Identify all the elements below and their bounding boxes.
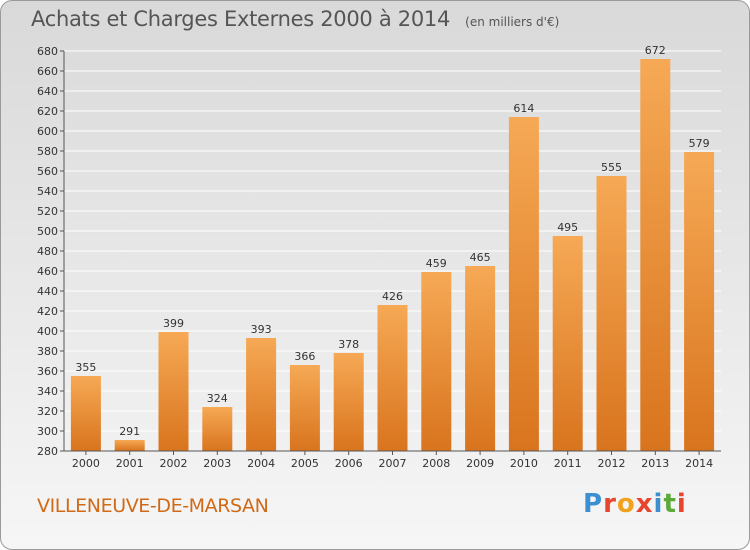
logo-letter: i — [653, 489, 664, 519]
bar-2011 — [552, 236, 583, 451]
value-label-2000: 355 — [75, 361, 96, 374]
value-label-2010: 614 — [513, 102, 534, 115]
y-tick-label: 320 — [37, 405, 58, 418]
proxiti-logo: Proxiti — [583, 489, 687, 519]
y-tick-label: 560 — [37, 165, 58, 178]
logo-letter: i — [676, 489, 687, 519]
y-tick-label: 520 — [37, 205, 58, 218]
x-tick-label-2004: 2004 — [247, 457, 275, 470]
x-tick-label-2011: 2011 — [554, 457, 582, 470]
value-label-2005: 366 — [294, 350, 315, 363]
y-tick-label: 600 — [37, 125, 58, 138]
value-label-2011: 495 — [557, 221, 578, 234]
y-tick-label: 660 — [37, 65, 58, 78]
bar-2006 — [333, 353, 364, 451]
y-tick-label: 640 — [37, 85, 58, 98]
value-label-2001: 291 — [119, 425, 140, 438]
y-tick-label: 420 — [37, 305, 58, 318]
bar-2003 — [202, 407, 233, 451]
y-tick-label: 300 — [37, 425, 58, 438]
bar-2004 — [246, 338, 277, 451]
x-tick-label-2006: 2006 — [335, 457, 363, 470]
value-label-2002: 399 — [163, 317, 184, 330]
y-tick-label: 500 — [37, 225, 58, 238]
logo-letter: o — [616, 489, 636, 519]
bar-2001 — [114, 440, 145, 451]
bar-2009 — [465, 266, 496, 451]
x-tick-label-2005: 2005 — [291, 457, 319, 470]
y-tick-label: 400 — [37, 325, 58, 338]
chart-subtitle: (en milliers d'€) — [465, 15, 560, 29]
y-tick-label: 460 — [37, 265, 58, 278]
bar-2010 — [508, 117, 539, 451]
logo-letter: P — [583, 489, 604, 519]
x-tick-label-2001: 2001 — [116, 457, 144, 470]
y-tick-label: 340 — [37, 385, 58, 398]
bar-2014 — [684, 152, 715, 451]
value-label-2014: 579 — [689, 137, 710, 150]
x-tick-label-2010: 2010 — [510, 457, 538, 470]
value-label-2003: 324 — [207, 392, 228, 405]
y-tick-label: 480 — [37, 245, 58, 258]
axes — [60, 50, 721, 455]
x-tick-label-2000: 2000 — [72, 457, 100, 470]
bar-2012 — [596, 176, 627, 451]
x-tick-label-2009: 2009 — [466, 457, 494, 470]
x-tick-label-2003: 2003 — [203, 457, 231, 470]
value-label-2007: 426 — [382, 290, 403, 303]
x-tick-label-2008: 2008 — [422, 457, 450, 470]
y-tick-label: 380 — [37, 345, 58, 358]
logo-letter: x — [635, 489, 654, 519]
bar-2013 — [640, 59, 671, 451]
labels: 280 300 320 340 360 380 400 420 440 460 480 500 520 5… — [37, 44, 713, 470]
bar-2005 — [289, 365, 320, 451]
bar-2008 — [421, 272, 452, 451]
value-label-2009: 465 — [470, 251, 491, 264]
commune-name: VILLENEUVE-DE-MARSAN — [37, 495, 269, 517]
value-label-2008: 459 — [426, 257, 447, 270]
value-label-2013: 672 — [645, 44, 666, 57]
value-label-2004: 393 — [251, 323, 272, 336]
bar-2002 — [158, 332, 189, 451]
value-label-2006: 378 — [338, 338, 359, 351]
x-tick-label-2012: 2012 — [598, 457, 626, 470]
y-tick-label: 540 — [37, 185, 58, 198]
value-label-2012: 555 — [601, 161, 622, 174]
bar-2000 — [70, 376, 101, 451]
x-tick-label-2014: 2014 — [685, 457, 713, 470]
y-tick-label: 620 — [37, 105, 58, 118]
y-tick-label: 440 — [37, 285, 58, 298]
bar-2007 — [377, 305, 408, 451]
y-tick-label: 680 — [37, 45, 58, 58]
logo-letter: t — [663, 489, 677, 519]
y-tick-label: 580 — [37, 145, 58, 158]
x-tick-label-2007: 2007 — [379, 457, 407, 470]
y-tick-label: 360 — [37, 365, 58, 378]
x-tick-label-2013: 2013 — [641, 457, 669, 470]
chart-title: Achats et Charges Externes 2000 à 2014 — [31, 7, 451, 31]
x-tick-label-2002: 2002 — [160, 457, 188, 470]
logo-letter: r — [603, 489, 617, 519]
title-row: Achats et Charges Externes 2000 à 2014 (… — [31, 7, 559, 31]
bars — [70, 59, 715, 451]
y-tick-label: 280 — [37, 445, 58, 458]
